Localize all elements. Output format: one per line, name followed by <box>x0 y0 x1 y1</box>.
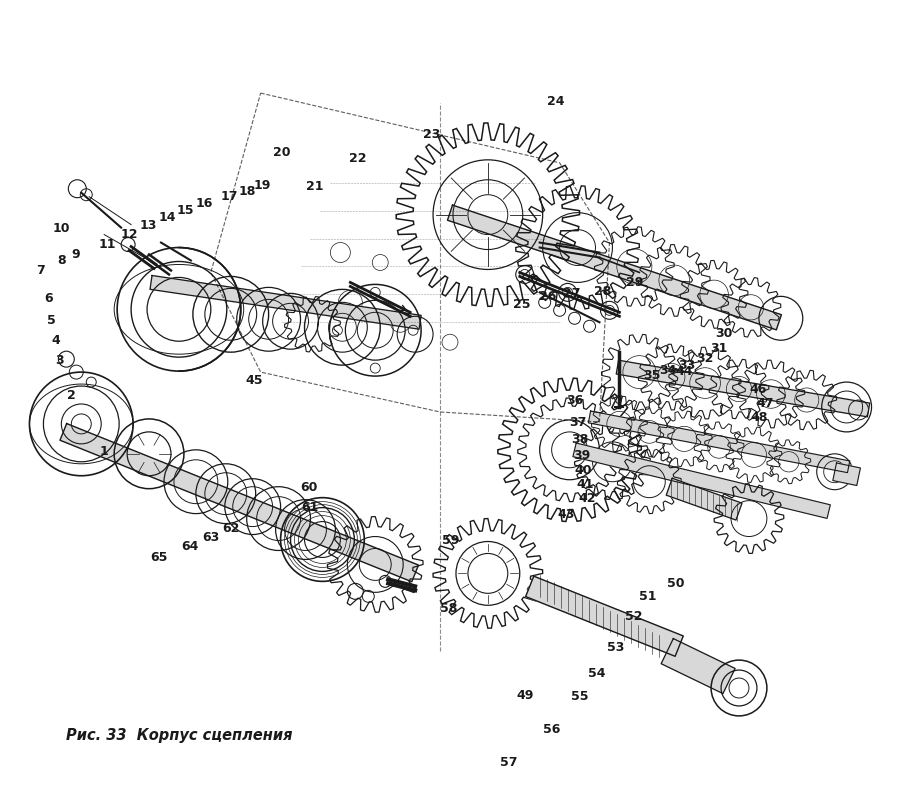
Text: 53: 53 <box>607 641 624 654</box>
Text: 41: 41 <box>577 478 594 491</box>
Polygon shape <box>616 360 869 417</box>
Text: 27: 27 <box>562 287 580 300</box>
Text: 62: 62 <box>222 522 239 535</box>
Text: 45: 45 <box>246 374 264 387</box>
Text: 6: 6 <box>44 292 53 305</box>
Text: 17: 17 <box>221 190 239 203</box>
Text: 50: 50 <box>668 577 685 589</box>
Polygon shape <box>666 478 742 520</box>
Text: 1: 1 <box>100 445 109 458</box>
Text: 59: 59 <box>442 534 460 547</box>
Text: 10: 10 <box>52 222 70 235</box>
Text: 58: 58 <box>440 602 458 615</box>
Text: 32: 32 <box>697 351 714 365</box>
Text: 35: 35 <box>644 369 661 382</box>
Text: 7: 7 <box>36 264 45 277</box>
Text: 28: 28 <box>594 285 611 298</box>
Text: 56: 56 <box>543 723 561 736</box>
Polygon shape <box>60 423 419 581</box>
Text: 36: 36 <box>566 394 583 407</box>
Text: 20: 20 <box>273 146 291 160</box>
Text: 4: 4 <box>51 334 59 346</box>
Text: 19: 19 <box>254 180 271 192</box>
Text: 9: 9 <box>71 248 79 261</box>
Text: 13: 13 <box>140 219 157 232</box>
Polygon shape <box>573 443 831 518</box>
Text: 11: 11 <box>98 238 116 251</box>
Text: 23: 23 <box>423 128 441 141</box>
Text: 57: 57 <box>500 756 518 769</box>
Text: 38: 38 <box>571 433 589 447</box>
Text: 33: 33 <box>679 358 696 371</box>
Text: 15: 15 <box>176 205 194 217</box>
Text: 34: 34 <box>660 363 677 377</box>
Text: 60: 60 <box>300 481 317 494</box>
Text: 21: 21 <box>306 180 323 193</box>
Text: 39: 39 <box>573 449 590 462</box>
Polygon shape <box>662 638 735 694</box>
Text: 52: 52 <box>625 610 642 622</box>
Text: 43: 43 <box>558 508 575 521</box>
Text: 5: 5 <box>47 314 56 326</box>
Text: 55: 55 <box>571 691 589 703</box>
Polygon shape <box>526 576 683 656</box>
Text: 26: 26 <box>539 290 556 303</box>
Polygon shape <box>589 411 850 472</box>
Text: 3: 3 <box>55 354 64 367</box>
Text: 54: 54 <box>588 666 605 679</box>
Text: 37: 37 <box>569 416 586 429</box>
Polygon shape <box>150 276 421 329</box>
Text: 46: 46 <box>749 383 767 395</box>
Text: 64: 64 <box>181 540 199 553</box>
Text: 65: 65 <box>150 551 167 564</box>
Text: 16: 16 <box>195 197 212 210</box>
Text: 8: 8 <box>57 254 66 267</box>
Text: 14: 14 <box>158 211 176 224</box>
Text: 63: 63 <box>202 531 220 544</box>
Text: 42: 42 <box>579 492 597 505</box>
Text: 22: 22 <box>348 152 366 165</box>
Text: Рис. 33  Корпус сцепления: Рис. 33 Корпус сцепления <box>67 727 292 743</box>
Text: 44: 44 <box>675 365 693 378</box>
Text: 30: 30 <box>716 326 733 340</box>
Polygon shape <box>447 205 781 330</box>
Text: 18: 18 <box>239 185 256 198</box>
Text: 47: 47 <box>756 398 774 411</box>
Text: 24: 24 <box>547 95 564 107</box>
Text: 51: 51 <box>639 589 656 603</box>
Polygon shape <box>832 463 860 485</box>
Text: 61: 61 <box>301 501 319 514</box>
Text: 31: 31 <box>710 342 728 354</box>
Text: 49: 49 <box>516 690 534 703</box>
Text: 40: 40 <box>575 464 592 477</box>
Text: 2: 2 <box>67 388 76 402</box>
Text: 12: 12 <box>121 228 138 241</box>
Text: 29: 29 <box>626 276 643 289</box>
Text: 25: 25 <box>513 298 530 311</box>
Text: 48: 48 <box>751 411 768 424</box>
